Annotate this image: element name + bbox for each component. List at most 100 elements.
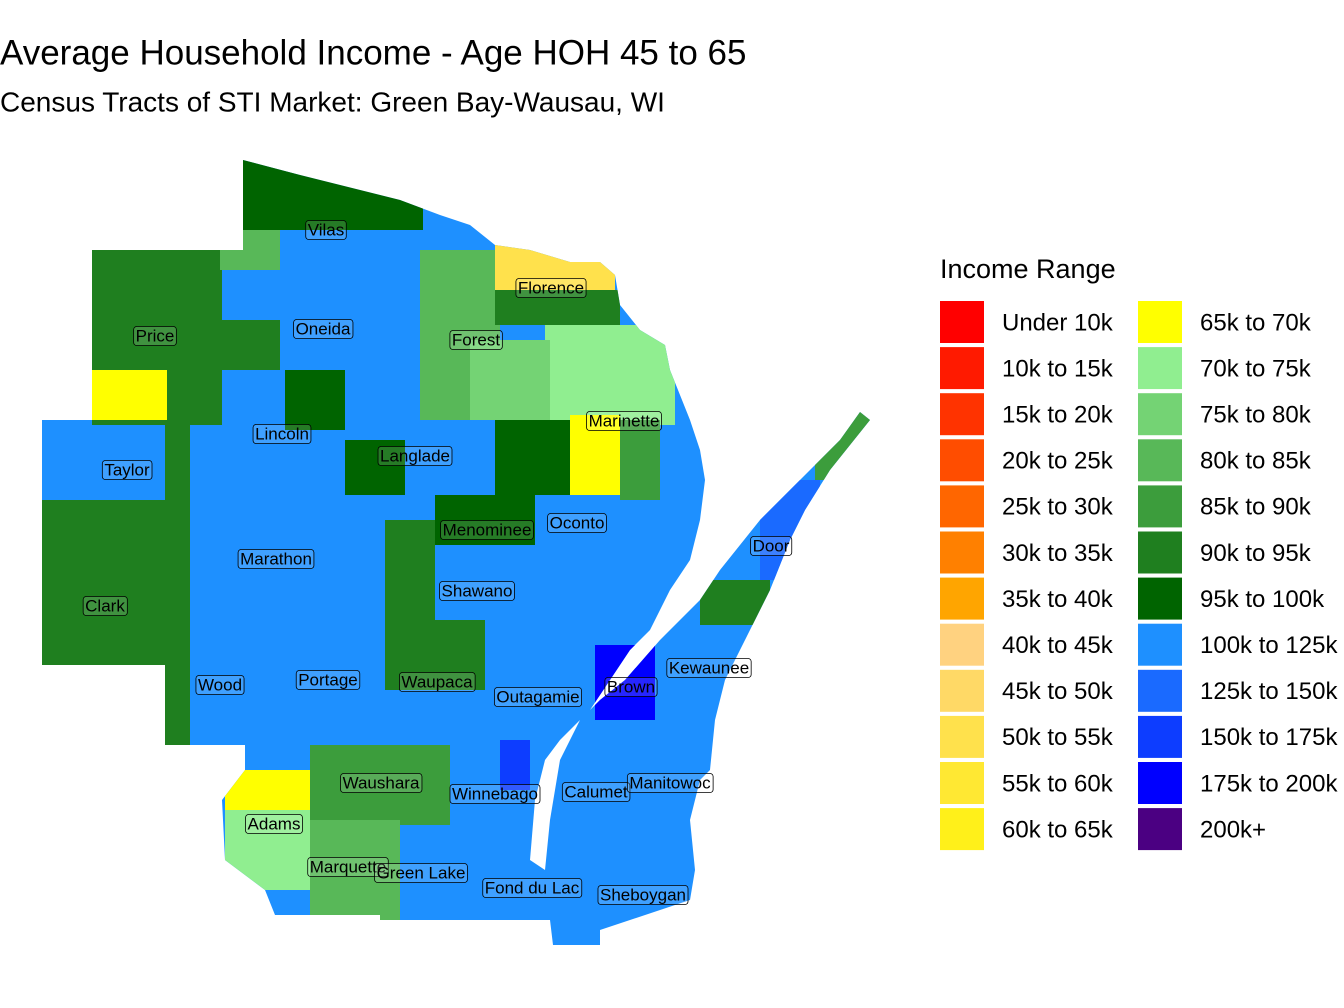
legend-label: 20k to 25k bbox=[1002, 448, 1114, 475]
county-label-box bbox=[586, 411, 662, 431]
legend-swatch bbox=[940, 531, 984, 574]
county-label-box bbox=[604, 677, 658, 697]
legend-label: 35k to 40k bbox=[1002, 586, 1114, 613]
legend-label: 125k to 150k bbox=[1200, 678, 1338, 705]
county-label-box bbox=[340, 773, 423, 793]
county-label: Price bbox=[136, 326, 175, 345]
legend-swatch bbox=[940, 762, 984, 804]
county-label-box bbox=[440, 520, 534, 540]
legend-label: 70k to 75k bbox=[1200, 355, 1312, 382]
county-label: Marquette bbox=[310, 857, 387, 876]
county-label-box bbox=[666, 658, 752, 678]
county-label: Vilas bbox=[308, 220, 345, 239]
legend-swatch bbox=[940, 577, 984, 620]
county-label: Fond du Lac bbox=[485, 878, 580, 897]
county-label: Waupaca bbox=[401, 672, 473, 691]
legend-label: 25k to 30k bbox=[1002, 494, 1114, 521]
county-label-box bbox=[295, 670, 361, 690]
legend-swatch bbox=[1138, 715, 1182, 758]
county-label-box bbox=[399, 672, 476, 692]
county-label-box bbox=[482, 878, 583, 898]
legend-label: 50k to 55k bbox=[1002, 724, 1114, 751]
legend-label: 85k to 90k bbox=[1200, 494, 1312, 521]
legend-label: 95k to 100k bbox=[1200, 586, 1325, 613]
county-label: Marathon bbox=[240, 549, 312, 568]
county-label-box bbox=[626, 773, 714, 793]
legend-swatch bbox=[1138, 762, 1182, 804]
county-label: Winnebago bbox=[452, 784, 538, 803]
county-label: Oneida bbox=[296, 319, 351, 338]
county-label-box bbox=[377, 446, 453, 466]
legend-label: 80k to 85k bbox=[1200, 448, 1312, 475]
legend-label: 55k to 60k bbox=[1002, 770, 1114, 797]
legend-label: 15k to 20k bbox=[1002, 402, 1114, 429]
county-label: Brown bbox=[607, 677, 655, 696]
county-label: Calumet bbox=[564, 782, 628, 801]
legend-label: 200k+ bbox=[1200, 816, 1266, 843]
legend-swatch bbox=[940, 669, 984, 712]
legend-label: 150k to 175k bbox=[1200, 724, 1338, 751]
county-label-box bbox=[252, 424, 312, 444]
legend-swatch bbox=[940, 439, 984, 482]
county-label-box bbox=[597, 885, 689, 905]
legend-swatch bbox=[940, 808, 984, 851]
county-label: Adams bbox=[248, 814, 301, 833]
county-label: Menominee bbox=[443, 520, 532, 539]
subtitle: Census Tracts of STI Market: Green Bay-W… bbox=[0, 86, 665, 117]
title: Average Household Income - Age HOH 45 to… bbox=[0, 33, 746, 72]
county-label-box bbox=[82, 596, 128, 616]
legend-swatch bbox=[1138, 393, 1182, 436]
county-label-box bbox=[449, 784, 541, 804]
legend-swatch bbox=[940, 485, 984, 528]
county-label-box bbox=[307, 857, 389, 877]
county-label-box bbox=[245, 814, 303, 834]
legend-swatch bbox=[1138, 531, 1182, 574]
county-label: Oconto bbox=[550, 513, 605, 532]
county-label: Florence bbox=[518, 278, 584, 297]
county-label-box bbox=[195, 675, 245, 695]
legend-swatch bbox=[940, 393, 984, 436]
legend-swatch bbox=[1138, 439, 1182, 482]
legend-label: 75k to 80k bbox=[1200, 402, 1312, 429]
county-label: Shawano bbox=[442, 581, 513, 600]
county-label: Langlade bbox=[380, 446, 450, 465]
county-label-box bbox=[449, 330, 503, 350]
legend-label: 65k to 70k bbox=[1200, 309, 1312, 336]
legend-label: 10k to 15k bbox=[1002, 355, 1114, 382]
county-labels: Vilas Florence Price Oneida Forest Marin… bbox=[82, 220, 793, 905]
county-label: Wood bbox=[198, 675, 242, 694]
county-label: Waushara bbox=[343, 773, 420, 792]
legend-label: 90k to 95k bbox=[1200, 540, 1312, 567]
legend-swatch bbox=[940, 715, 984, 758]
county-label-box bbox=[547, 513, 607, 533]
county-label: Clark bbox=[85, 596, 125, 615]
county-label-box bbox=[237, 549, 315, 569]
county-label: Kewaunee bbox=[669, 658, 749, 677]
county-label: Door bbox=[753, 536, 790, 555]
county-label-box bbox=[750, 536, 793, 556]
county-label-box bbox=[561, 782, 631, 802]
legend-swatch bbox=[940, 623, 984, 666]
county-label-box bbox=[494, 687, 582, 707]
county-label-box bbox=[439, 581, 515, 601]
legend-swatch bbox=[940, 347, 984, 390]
county-label-box bbox=[515, 278, 587, 298]
county-label: Lincoln bbox=[255, 424, 309, 443]
county-label-box bbox=[133, 326, 177, 346]
legend-swatch bbox=[1138, 301, 1182, 343]
legend-swatch bbox=[1138, 485, 1182, 528]
legend-swatch bbox=[1138, 347, 1182, 390]
legend-label: 30k to 35k bbox=[1002, 540, 1114, 567]
county-label: Outagamie bbox=[496, 687, 579, 706]
legend: Under 10k 10k to 15k 15k to 20k 20k to 25k 2… bbox=[940, 301, 1338, 851]
legend-swatch bbox=[1138, 669, 1182, 712]
legend-swatch bbox=[1138, 623, 1182, 666]
legend-title: Income Range bbox=[940, 254, 1116, 284]
county-label: Sheboygan bbox=[600, 885, 686, 904]
county-label: Green Lake bbox=[377, 863, 466, 882]
legend-label: 45k to 50k bbox=[1002, 678, 1114, 705]
county-label-box bbox=[305, 220, 347, 240]
county-label-box bbox=[293, 319, 354, 339]
county-label: Marinette bbox=[589, 411, 660, 430]
